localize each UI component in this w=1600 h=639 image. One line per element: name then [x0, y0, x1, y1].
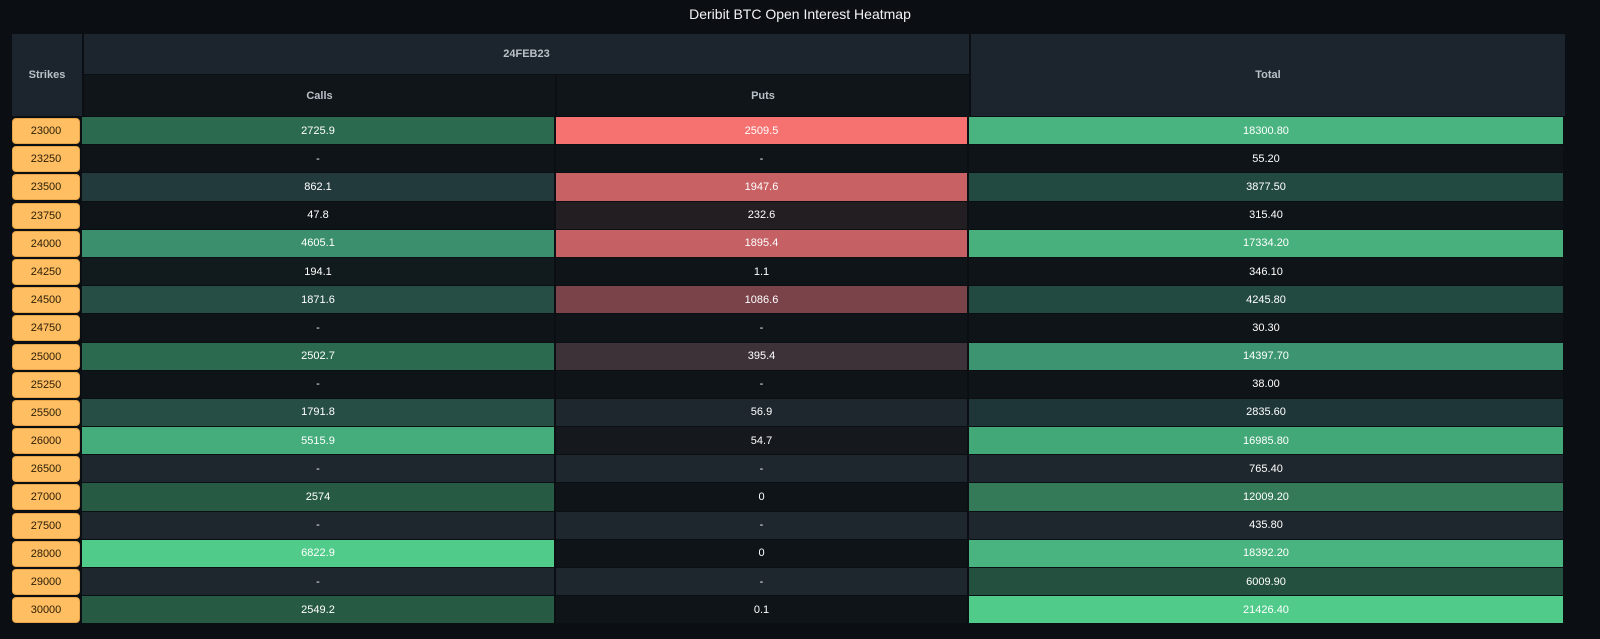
strike-badge: 26500: [12, 456, 80, 483]
puts-cell: 0: [556, 539, 967, 568]
strike-badge: 23750: [12, 202, 80, 229]
puts-cell: -: [556, 370, 967, 399]
table-header: Strikes 24FEB23 Total Calls Puts: [12, 34, 1592, 116]
total-cell: 4245.80: [969, 286, 1563, 315]
strike-badge: 29000: [12, 569, 80, 595]
strike-badge: 23500: [12, 174, 80, 201]
calls-cell: -: [82, 511, 554, 540]
calls-cell: 194.1: [82, 257, 554, 287]
table-row: 23000 2725.9 2509.5 18300.80: [12, 117, 1563, 146]
table-row: 25500 1791.8 56.9 2835.60: [12, 398, 1563, 428]
puts-cell: 0: [556, 483, 967, 512]
table-row: 26500- -765.40: [12, 455, 1563, 484]
calls-cell: -: [82, 568, 554, 597]
total-cell: 435.80: [969, 511, 1563, 540]
puts-cell: 0.1: [556, 596, 967, 625]
strike-badge: 25000: [12, 343, 80, 370]
puts-cell: 2509.5: [556, 117, 967, 146]
calls-cell: 2725.9: [82, 117, 554, 146]
table-row: 27000 2574 0 12009.20: [12, 483, 1563, 512]
table-row: 25000 2502.7 395.4 14397.70: [12, 342, 1563, 371]
strike-badge: 27000: [12, 484, 80, 511]
table-row: 24750- -30.30: [12, 314, 1563, 343]
total-cell: 315.40: [969, 201, 1563, 230]
total-cell: 16985.80: [969, 427, 1563, 456]
strike-badge: 24750: [12, 315, 80, 342]
puts-cell: -: [556, 511, 967, 540]
calls-cell: 6822.9: [82, 539, 554, 568]
puts-cell: -: [556, 314, 967, 343]
strike-badge: 28000: [12, 540, 80, 567]
table-row: 23750 47.8 232.6 315.40: [12, 201, 1563, 230]
table-row: 25250- -38.00: [12, 370, 1563, 399]
calls-cell: 862.1: [82, 173, 554, 202]
total-cell: 18392.20: [969, 539, 1563, 568]
strike-badge: 26000: [12, 428, 80, 455]
total-cell: 2835.60: [969, 398, 1563, 428]
table-row: 23250- -55.20: [12, 145, 1563, 174]
table-row: 27500- -435.80: [12, 511, 1563, 540]
strike-badge: 23000: [12, 118, 80, 144]
table-body: 23000 2725.9 2509.5 18300.80 23250- -55.20 235…: [12, 117, 1563, 625]
strike-badge: 25250: [12, 371, 80, 398]
calls-cell: 47.8: [82, 201, 554, 230]
calls-cell: -: [82, 314, 554, 343]
total-cell: 38.00: [969, 370, 1563, 399]
header-expiry[interactable]: 24FEB23: [84, 34, 969, 75]
table-row: 24000 4605.1 1895.4 17334.20: [12, 229, 1563, 258]
panel-title: Deribit BTC Open Interest Heatmap: [689, 6, 911, 22]
calls-cell: 1871.6: [82, 286, 554, 315]
calls-cell: 2502.7: [82, 342, 554, 371]
header-total[interactable]: Total: [971, 34, 1565, 116]
total-cell: 17334.20: [969, 229, 1563, 258]
total-cell: 765.40: [969, 455, 1563, 484]
table-row: 24250 194.1 1.1 346.10: [12, 257, 1563, 287]
puts-cell: 1947.6: [556, 173, 967, 202]
table-row: 23500 862.1 1947.6 3877.50: [12, 173, 1563, 202]
table-row: 30000 2549.2 0.1 21426.40: [12, 596, 1563, 625]
calls-cell: 2549.2: [82, 596, 554, 625]
calls-cell: 5515.9: [82, 427, 554, 456]
total-cell: 3877.50: [969, 173, 1563, 202]
total-cell: 6009.90: [969, 568, 1563, 597]
table-row: 29000- -6009.90: [12, 568, 1563, 597]
puts-cell: -: [556, 568, 967, 597]
calls-cell: 4605.1: [82, 229, 554, 258]
strike-badge: 24000: [12, 230, 80, 257]
header-calls[interactable]: Calls: [84, 75, 555, 116]
puts-cell: -: [556, 455, 967, 484]
puts-cell: 1086.6: [556, 286, 967, 315]
puts-cell: 1.1: [556, 257, 967, 287]
calls-cell: 2574: [82, 483, 554, 512]
puts-cell: 232.6: [556, 201, 967, 230]
strike-badge: 24500: [12, 287, 80, 314]
puts-cell: 395.4: [556, 342, 967, 371]
puts-cell: -: [556, 145, 967, 174]
puts-cell: 54.7: [556, 427, 967, 456]
strike-badge: 27500: [12, 512, 80, 539]
table-row: 28000 6822.9 0 18392.20: [12, 539, 1563, 568]
total-cell: 14397.70: [969, 342, 1563, 371]
total-cell: 21426.40: [969, 596, 1563, 625]
table-row: 26000 5515.9 54.7 16985.80: [12, 427, 1563, 456]
header-puts[interactable]: Puts: [557, 75, 969, 116]
total-cell: 30.30: [969, 314, 1563, 343]
calls-cell: -: [82, 370, 554, 399]
total-cell: 55.20: [969, 145, 1563, 174]
header-strikes[interactable]: Strikes: [12, 34, 82, 116]
strike-badge: 23250: [12, 146, 80, 173]
puts-cell: 56.9: [556, 398, 967, 428]
total-cell: 12009.20: [969, 483, 1563, 512]
strike-badge: 30000: [12, 597, 80, 624]
calls-cell: 1791.8: [82, 398, 554, 428]
table-row: 24500 1871.6 1086.6 4245.80: [12, 286, 1563, 315]
calls-cell: -: [82, 145, 554, 174]
total-cell: 346.10: [969, 257, 1563, 287]
strike-badge: 24250: [12, 258, 80, 285]
total-cell: 18300.80: [969, 117, 1563, 146]
strike-badge: 25500: [12, 399, 80, 426]
puts-cell: 1895.4: [556, 229, 967, 258]
calls-cell: -: [82, 455, 554, 484]
